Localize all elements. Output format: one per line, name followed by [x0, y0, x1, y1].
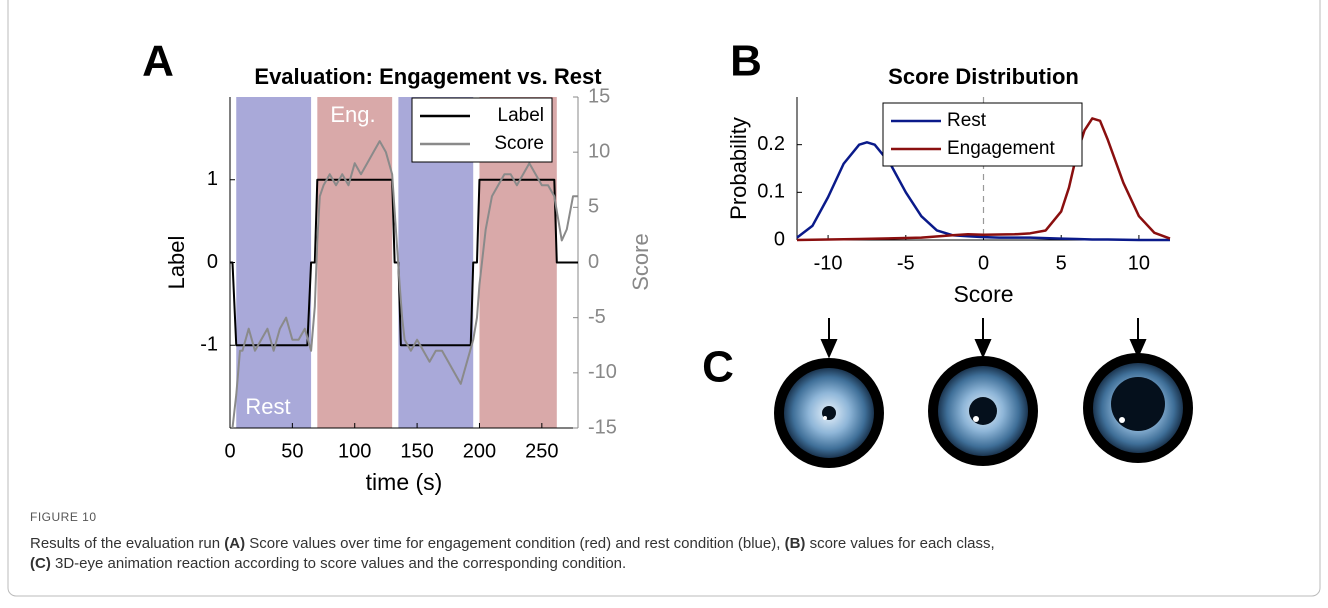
eye: [774, 358, 884, 468]
y2-tick-label: -15: [588, 416, 617, 438]
legend-label: Label: [498, 105, 545, 126]
y-tick-label: 0: [207, 251, 218, 273]
caption-ref: (C): [30, 555, 51, 572]
panel-label: C: [702, 343, 734, 392]
annotation: Eng.: [330, 102, 375, 127]
shaded-span: [236, 97, 311, 428]
y2-tick-label: -10: [588, 361, 617, 383]
eye: [1083, 353, 1193, 463]
legend-label: Score: [494, 133, 544, 154]
caption-text: Results of the evaluation run: [30, 535, 224, 552]
figure-label: FIGURE 10: [30, 510, 1300, 524]
chart-title: Score Distribution: [888, 64, 1079, 89]
y-tick-label: 1: [207, 168, 218, 190]
caption-text: 3D-eye animation reaction according to s…: [51, 555, 626, 572]
y2-tick-label: -5: [588, 306, 606, 328]
panel-label: B: [730, 37, 762, 86]
x-tick-label: 50: [281, 440, 303, 462]
caption-block: FIGURE 10 Results of the evaluation run …: [30, 510, 1300, 574]
y-tick-label: 0.2: [757, 133, 785, 155]
caption-ref: (B): [785, 535, 806, 552]
y-axis-label: Probability: [726, 117, 751, 220]
arrows: [822, 318, 1145, 356]
x-axis-label: Score: [953, 281, 1013, 307]
x-tick-label: 150: [400, 440, 433, 462]
chart-title: Evaluation: Engagement vs. Rest: [254, 64, 602, 89]
shaded-span: [317, 97, 392, 428]
y-tick-label: 0.1: [757, 181, 785, 203]
panel-label: A: [142, 37, 174, 86]
x-tick-label: 200: [463, 440, 496, 462]
x-tick-label: 0: [978, 252, 989, 274]
figure: A B C Eng.Rest050100150200250-101-15-10-…: [0, 0, 1328, 608]
eye: [928, 356, 1038, 466]
x-axis-label: time (s): [366, 469, 443, 495]
x-tick-label: 10: [1128, 252, 1150, 274]
caption-text: score values for each class,: [805, 535, 994, 552]
y-tick-label: -1: [200, 334, 218, 356]
x-tick-label: 0: [224, 440, 235, 462]
y2-tick-label: 0: [588, 251, 599, 273]
y2-tick-label: 5: [588, 196, 599, 218]
caption-text: Score values over time for engagement co…: [245, 535, 784, 552]
x-tick-label: 5: [1056, 252, 1067, 274]
x-tick-label: 250: [525, 440, 558, 462]
x-tick-label: 100: [338, 440, 371, 462]
caption: Results of the evaluation run (A) Score …: [30, 534, 1300, 574]
legend-label: Engagement: [947, 138, 1055, 159]
y-tick-label: 0: [774, 228, 785, 250]
y-axis-label: Label: [164, 236, 189, 290]
y2-axis-label: Score: [628, 233, 653, 290]
legend-label: Rest: [947, 110, 987, 131]
caption-ref: (A): [224, 535, 245, 552]
y2-tick-label: 10: [588, 140, 610, 162]
annotation: Rest: [245, 394, 290, 419]
x-tick-label: -10: [814, 252, 843, 274]
x-tick-label: -5: [897, 252, 915, 274]
